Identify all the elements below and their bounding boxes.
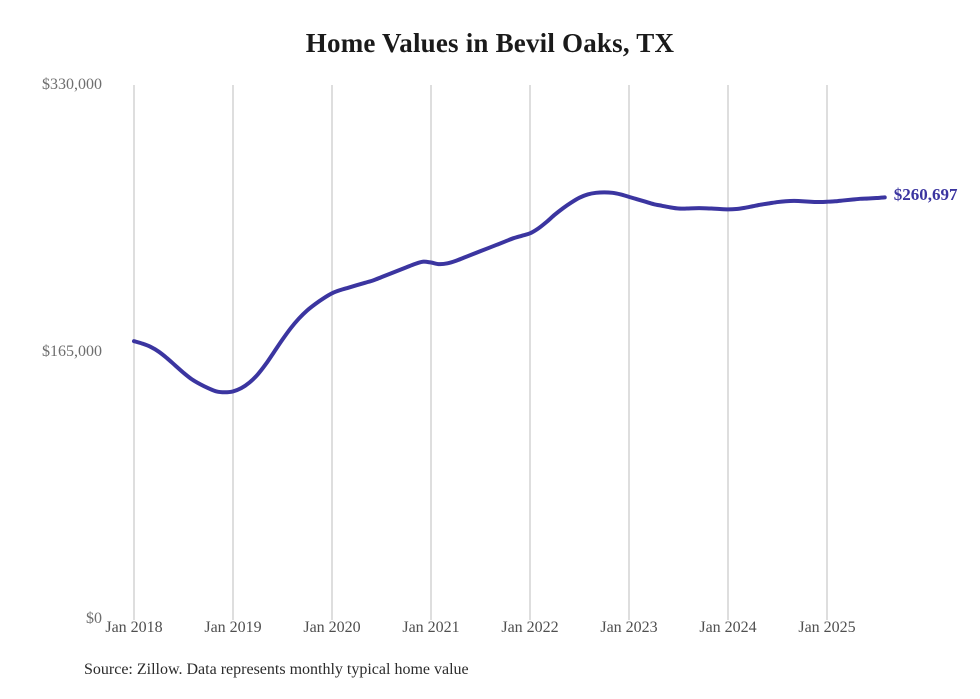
- x-axis-tick-jan-2018: Jan 2018: [105, 619, 163, 636]
- x-axis-tick-jan-2020: Jan 2020: [303, 619, 361, 636]
- home-value-line: [132, 190, 887, 395]
- x-axis-tick-jan-2022: Jan 2022: [501, 619, 559, 636]
- x-axis-tick-jan-2019: Jan 2019: [204, 619, 262, 636]
- x-axis-tick-jan-2023: Jan 2023: [600, 619, 658, 636]
- x-axis-tick-jan-2024: Jan 2024: [699, 619, 757, 636]
- y-axis-tick-top: $330,000: [42, 76, 102, 93]
- x-gridlines: [133, 85, 828, 620]
- source-note: Source: Zillow. Data represents monthly …: [84, 661, 469, 678]
- x-axis-tick-jan-2025: Jan 2025: [798, 619, 856, 636]
- y-axis-tick-bottom: $0: [86, 610, 102, 627]
- end-point-value-label: $260,697: [893, 185, 958, 205]
- x-axis-tick-jan-2021: Jan 2021: [402, 619, 460, 636]
- y-axis-tick-middle: $165,000: [42, 343, 102, 360]
- chart-title: Home Values in Bevil Oaks, TX: [305, 28, 675, 58]
